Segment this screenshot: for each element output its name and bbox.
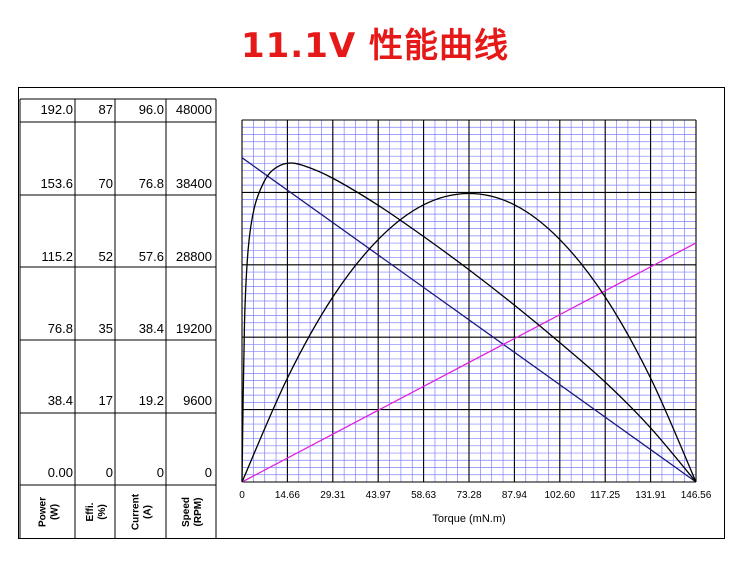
- x-tick-label: 29.31: [320, 490, 345, 501]
- y-axis-label: Power (W): [38, 497, 61, 527]
- y-tick-label: 17: [99, 393, 113, 408]
- current-line: [241, 242, 697, 483]
- y-tick-label: 38400: [176, 176, 212, 191]
- x-tick-label: 14.66: [275, 490, 300, 501]
- y-tick-label: 28800: [176, 249, 212, 264]
- y-tick-label: 0: [205, 465, 212, 480]
- y-axis-label-part: Power: [38, 497, 49, 527]
- chart-title: 11.1V 性能曲线: [240, 26, 510, 66]
- x-axis-label: Torque (mN.m): [432, 513, 505, 525]
- y-tick-label: 35: [99, 321, 113, 336]
- y-tick-label: 57.6: [139, 249, 164, 264]
- y-tick-label: 87: [99, 102, 113, 117]
- y-tick-label: 0: [106, 465, 113, 480]
- x-tick-label: 73.28: [456, 490, 481, 501]
- y-tick-label: 76.8: [139, 176, 164, 191]
- y-tick-label: 48000: [176, 102, 212, 117]
- y-tick-label: 70: [99, 176, 113, 191]
- efficiency-curve: [241, 162, 697, 483]
- chart-frame: [18, 87, 725, 539]
- y-axis-label-part: (W): [50, 504, 61, 520]
- y-tick-label: 76.8: [48, 321, 73, 336]
- y-tick-label: 96.0: [139, 102, 164, 117]
- y-axis-label-part: (RPM): [193, 498, 204, 527]
- y-tick-label: 115.2: [41, 249, 73, 264]
- x-tick-label: 117.25: [590, 490, 620, 501]
- x-tick-label: 87.94: [502, 490, 527, 501]
- speed-line: [241, 157, 697, 483]
- y-tick-label: 52: [99, 249, 113, 264]
- y-axis-label-part: Speed: [181, 497, 192, 527]
- y-tick-label: 19200: [176, 321, 212, 336]
- x-tick-label: 58.63: [411, 490, 436, 501]
- y-axis-label-part: Effi.: [85, 502, 96, 521]
- y-axis-label: Speed (RPM): [181, 497, 204, 527]
- y-axis-label: Current (A): [131, 493, 154, 530]
- x-tick-label: 43.97: [366, 490, 391, 501]
- y-tick-label: 153.6: [40, 176, 73, 191]
- x-tick-label: 0: [239, 490, 245, 501]
- x-tick-label: 131.91: [635, 490, 666, 501]
- y-tick-label: 0.00: [48, 465, 73, 480]
- power-curve: [241, 192, 697, 483]
- y-tick-label: 9600: [183, 393, 212, 408]
- y-axis-label-part: (A): [143, 505, 154, 519]
- y-axis-label-part: (%): [97, 504, 108, 520]
- x-tick-label: 146.56: [681, 490, 712, 501]
- y-tick-label: 19.2: [139, 393, 164, 408]
- y-tick-label: 192.0: [40, 102, 73, 117]
- y-tick-label: 0: [157, 465, 164, 480]
- x-tick-label: 102.60: [545, 490, 576, 501]
- y-axis-label-part: Current: [131, 493, 142, 530]
- y-tick-label: 38.4: [139, 321, 164, 336]
- y-tick-label: 38.4: [48, 393, 73, 408]
- y-axis-label: Effi. (%): [85, 502, 108, 521]
